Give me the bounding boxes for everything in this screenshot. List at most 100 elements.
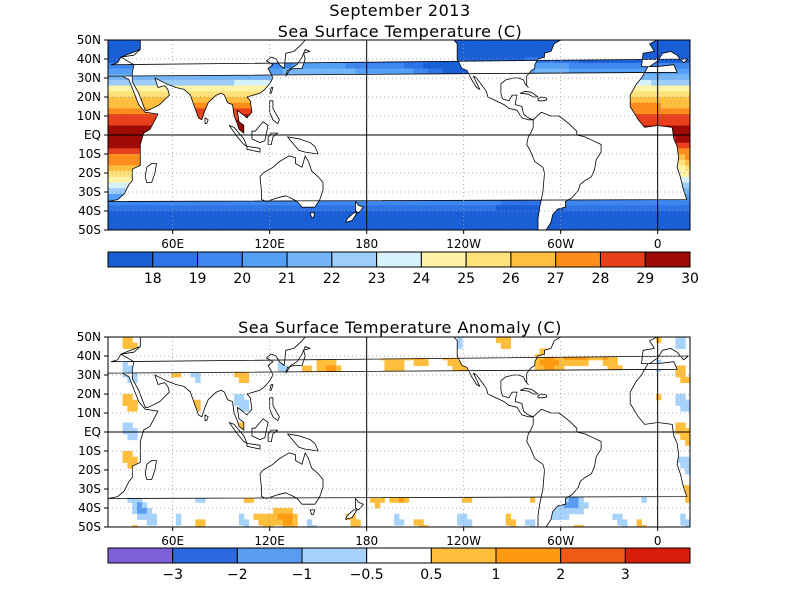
sst-cell: [656, 102, 662, 109]
sst-cell: [321, 205, 327, 212]
sst-cell: [612, 222, 618, 229]
sst-cell: [200, 108, 206, 115]
sst-cell: [374, 68, 381, 75]
sst-cell: [408, 199, 415, 206]
sst-cell: [496, 199, 502, 206]
sst-cell: [209, 216, 216, 223]
sst-cell: [403, 211, 410, 218]
anomaly-cell: [316, 359, 322, 366]
sst-cell: [413, 228, 419, 230]
anomaly-cell: [612, 354, 618, 361]
sst-cell: [626, 216, 633, 223]
sst-cell: [457, 205, 463, 212]
anomaly-cell: [195, 525, 201, 527]
sst-cell: [127, 45, 133, 52]
sst-cell: [195, 205, 201, 212]
sst-cell: [248, 211, 254, 218]
sst-cell: [660, 205, 667, 212]
anomaly-cell: [132, 371, 138, 378]
sst-cell: [263, 79, 269, 87]
sst-cell: [146, 125, 153, 132]
sst-cell: [481, 199, 487, 206]
anomaly-cell: [675, 428, 681, 435]
sst-cell: [636, 108, 642, 115]
sst-cell: [326, 228, 332, 230]
sst-cell: [132, 199, 138, 206]
sst-cell: [132, 159, 138, 166]
sst-cell: [462, 228, 468, 230]
sst-cell: [670, 114, 676, 121]
sst-cell: [612, 205, 618, 212]
sst-cell: [112, 85, 119, 92]
sst-cell: [214, 211, 221, 218]
sst-cell: [680, 119, 686, 126]
sst-cell: [161, 85, 167, 92]
sst-cell: [360, 228, 366, 230]
anomaly-cell: [243, 496, 250, 503]
sst-cell: [675, 136, 681, 144]
sst-cell: [452, 216, 458, 223]
sst-cell: [243, 216, 250, 223]
sst-lon-tick-120w: 120W: [446, 237, 481, 251]
sst-cell: [156, 85, 162, 92]
sst-cell: [476, 222, 482, 229]
anomaly-cell: [466, 496, 473, 503]
anomaly-cell: [141, 513, 148, 520]
sst-cell: [316, 62, 322, 69]
sst-cell: [316, 216, 322, 223]
sst-cell: [500, 216, 507, 223]
sst-cell: [234, 108, 240, 115]
sst-cell: [631, 68, 638, 75]
anomaly-cell: [389, 359, 395, 366]
anomaly-cell: [680, 513, 686, 520]
sst-cell: [369, 205, 376, 212]
sst-cell: [641, 97, 647, 104]
sst-cell: [680, 131, 686, 138]
sst-cell: [180, 228, 187, 230]
sst-cell: [432, 68, 439, 75]
sst-cell: [685, 102, 690, 109]
sst-cell: [379, 68, 385, 75]
sst-cell: [306, 62, 313, 69]
anom-lon-tick-120e: 120E: [254, 534, 285, 548]
sst-cell: [563, 205, 570, 212]
sst-cell: [137, 91, 143, 98]
sst-cell: [127, 40, 133, 47]
sst-cell: [108, 205, 114, 212]
sst-cell: [656, 119, 662, 126]
sst-cell: [248, 79, 254, 87]
sst-cell: [486, 57, 492, 64]
sst-cell: [146, 205, 153, 212]
sst-cell: [636, 97, 642, 104]
sst-cell: [146, 119, 153, 126]
sst-cell: [641, 216, 647, 223]
sst-cell: [263, 211, 269, 218]
sst-cell: [583, 211, 589, 218]
sst-cell: [505, 228, 512, 230]
sst-cell: [675, 68, 681, 75]
sst-cell: [282, 68, 288, 75]
sst-cell: [394, 222, 400, 229]
sst-cell: [369, 62, 376, 69]
anomaly-cell: [462, 365, 468, 372]
sst-cell: [612, 62, 618, 69]
sst-cell: [466, 222, 473, 229]
sst-cell: [602, 68, 609, 75]
sst-cell: [680, 102, 686, 109]
sst-cell: [636, 211, 642, 218]
anomaly-cell: [243, 405, 250, 412]
sst-cell: [636, 79, 642, 87]
sst-cell: [122, 211, 128, 218]
sst-cell: [112, 74, 119, 81]
sst-cell: [238, 79, 245, 87]
sst-cell: [466, 199, 473, 206]
anomaly-cell: [277, 519, 284, 526]
sst-cell: [413, 68, 419, 75]
sst-cell: [282, 222, 288, 229]
sst-cell: [268, 205, 274, 212]
sst-cell: [156, 97, 162, 104]
sst-cell: [471, 211, 478, 218]
anomaly-cell: [243, 525, 250, 527]
sst-cell: [442, 199, 448, 206]
sst-cell: [408, 62, 415, 69]
